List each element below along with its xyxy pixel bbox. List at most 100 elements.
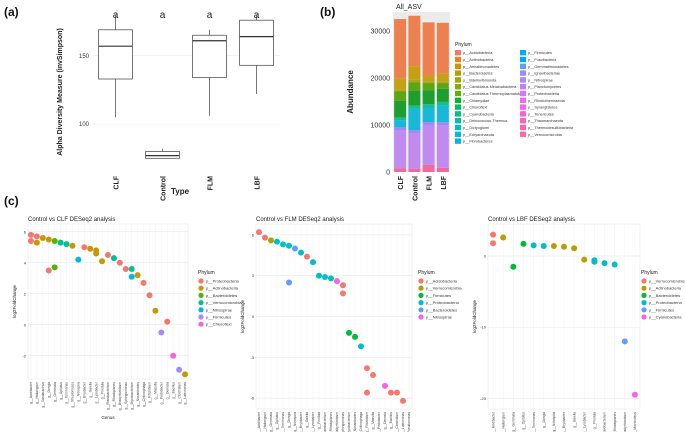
- deseq-point: [146, 292, 153, 299]
- stacked-bars: [394, 15, 449, 172]
- deseq-x-tick-label: g__Bradyrhizobium: [623, 412, 627, 432]
- stacked-bar-segment: [408, 66, 421, 80]
- stacked-legend-key: [455, 124, 461, 131]
- deseq-point: [364, 365, 370, 372]
- deseq-y-tick-label: 6: [252, 232, 255, 237]
- deseq-point: [334, 278, 340, 285]
- boxplot-y-tick-label: 100: [79, 122, 90, 128]
- deseq-point: [128, 273, 135, 280]
- deseq-point: [328, 275, 334, 282]
- deseq-legend-key: [641, 300, 647, 306]
- deseq-x-tick-label: g__Terrimonas: [532, 412, 536, 432]
- deseq-legend-label: p__Verrucomicrobia: [426, 286, 462, 291]
- deseq-legend-key: [641, 292, 647, 298]
- deseq-y-tick-label: -3: [250, 355, 254, 360]
- deseq-x-tick-label: g__Sandaracinus: [41, 382, 45, 408]
- stacked-bar-segment: [394, 168, 407, 172]
- stacked-legend-key: [520, 104, 526, 110]
- stacked-legend-label: p__Ignavibacteriae: [528, 72, 560, 76]
- deseq-x-tick-label: g__Gaiella: [88, 382, 92, 398]
- deseq-point: [370, 371, 376, 378]
- boxplot-box: [192, 34, 227, 79]
- deseq-x-tick-label: g__Acidibacter: [491, 411, 495, 432]
- stacked-bar-segment: [422, 83, 435, 91]
- deseq-y-tick-label: -20: [480, 396, 487, 401]
- stacked-legend-label: p__Nitrospirae: [528, 78, 553, 82]
- deseq-point: [134, 272, 141, 279]
- deseq-point: [87, 245, 94, 252]
- deseq-x-tick-label: g__Flavobacterium: [106, 382, 110, 410]
- deseq-x-tick-label: g__Clostridium: [395, 412, 399, 432]
- stacked-legend: p__Acidobacteria p__Actinobacteria p__Arma…: [455, 50, 574, 144]
- deseq-legend-label: p__Nitrospirae: [426, 315, 453, 320]
- deseq-legend-key: [198, 300, 204, 306]
- deseq-x-tick-label: g__Gemmata: [269, 412, 273, 432]
- deseq-point: [256, 229, 262, 236]
- deseq-point: [268, 237, 274, 244]
- deseq-point: [274, 238, 280, 245]
- stacked-legend-key: [455, 104, 461, 110]
- boxplot-y-axis-title: Alpha Diversity Measure (invSimpson): [57, 28, 64, 156]
- deseq-x-tick-label: g__Terrimonas: [281, 412, 285, 432]
- deseq-legend-label: p__Chloroflexi: [206, 322, 232, 327]
- stacked-legend-label: p__Euryarchaeota: [463, 133, 495, 137]
- deseq-x-tick-label: g__Flavobacterium: [323, 412, 327, 432]
- deseq-point: [27, 238, 34, 245]
- deseq-x-tick-label: g__Rhodoplanes: [329, 412, 333, 432]
- deseq-title: Control vs FLM DESeq2 analysis: [256, 217, 344, 223]
- stacked-bar-segment: [422, 108, 435, 123]
- deseq-y-tick-label: 3: [252, 273, 255, 278]
- deseq-point: [510, 263, 517, 270]
- deseq-x-tick-label: g__Dongia: [542, 412, 546, 428]
- deseq-point: [128, 265, 135, 272]
- boxplot-x-tick-label: FLM: [208, 176, 215, 191]
- deseq-x-axis-title: Genus: [101, 415, 115, 420]
- stacked-bar-segment: [394, 130, 407, 169]
- stacked-legend-key: [455, 90, 461, 97]
- deseq-x-tick-label: g__Haliangium: [35, 382, 39, 404]
- stacked-legend-key: [520, 63, 526, 69]
- deseq-point: [298, 249, 304, 256]
- stacked-legend-label: p__Acidobacteria: [463, 51, 493, 55]
- stacked-legend-label: p__Proteobacteria: [528, 92, 560, 96]
- stacked-title: All_ASV: [396, 4, 422, 11]
- boxplot-box: [145, 151, 180, 159]
- deseq-legend-key: [418, 292, 424, 298]
- deseq-point: [33, 239, 40, 246]
- deseq-legend-key: [641, 278, 647, 284]
- deseq-x-tick-label: g__Acidibacter: [29, 381, 33, 404]
- deseq-legend-key: [198, 321, 204, 327]
- deseq-y-tick-label: 6: [24, 229, 27, 234]
- deseq-legend-label: p__Cyanobacteria: [649, 315, 682, 320]
- deseq-legend-key: [198, 278, 204, 284]
- deseq-point: [286, 242, 292, 249]
- boxplot-boxes: [98, 14, 274, 159]
- deseq-point: [262, 234, 268, 241]
- stacked-bar-segment: [436, 81, 449, 84]
- stacked-bar-segment: [408, 82, 421, 91]
- deseq-x-tick-label: g__Pseudomonas: [407, 412, 411, 432]
- deseq-y-axis-title: log2FoldChange: [240, 299, 245, 333]
- stacked-bar-segment: [422, 22, 435, 76]
- deseq-legend-label: p__Nitrospirae: [206, 307, 233, 312]
- deseq-x-tick-label: g__Bryobacter: [299, 411, 303, 432]
- deseq-point: [571, 245, 578, 252]
- stacked-legend-label: p__Candidatus Melainabacteria: [463, 85, 517, 89]
- stacked-y-ticks: 0 10000 20000 30000: [371, 28, 391, 176]
- deseq-x-tick-label: g__Sphingomonas: [341, 412, 345, 432]
- deseq-legend-label: p__Actinobacteria: [649, 286, 682, 291]
- boxplot-x-axis-title: Type: [171, 187, 190, 196]
- deseq-x-tick-label: g__Mycobacterium: [347, 412, 351, 432]
- stacked-x-tick-label: CLF: [398, 175, 405, 189]
- deseq-point: [490, 240, 497, 247]
- stacked-bar-segment: [394, 100, 407, 118]
- deseq-point: [581, 256, 588, 263]
- deseq-legend-label: p__Firmicutes: [206, 315, 231, 320]
- deseq-x-tick-label: g__Haliangium: [501, 412, 505, 432]
- stacked-legend-key: [455, 111, 461, 117]
- deseq-legend-label: p__Firmicutes: [649, 307, 674, 312]
- deseq-point: [340, 282, 346, 289]
- deseq-x-tick-label: g__Bradyrhizobium: [118, 382, 122, 411]
- deseq-point: [99, 258, 106, 265]
